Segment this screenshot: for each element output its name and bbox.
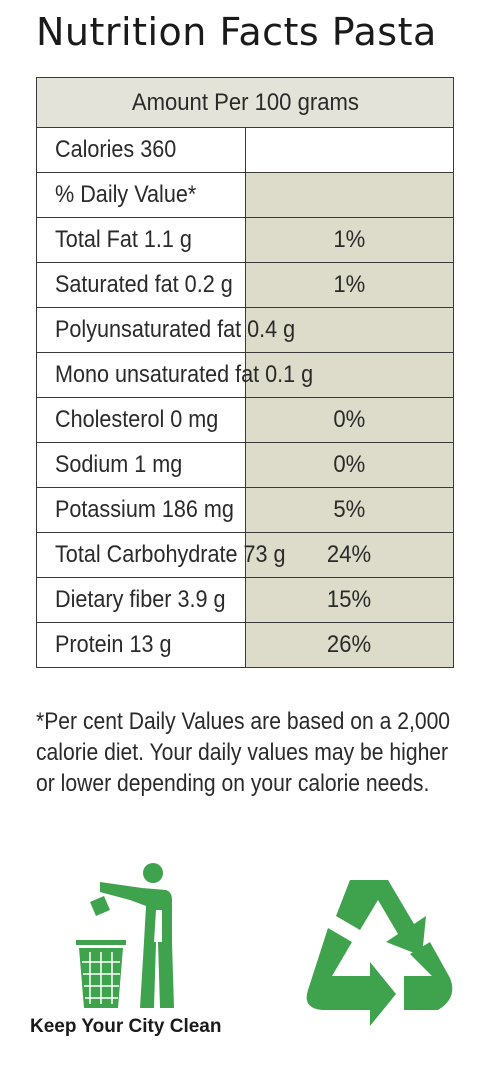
nutrition-facts-table: Amount Per 100 grams Calories 360 % Dail…	[36, 77, 454, 668]
nutrient-label: Total Carbohydrate 73 g	[36, 532, 286, 578]
daily-value-percent-cell	[244, 172, 454, 218]
table-row: Amount Per 100 grams	[36, 77, 454, 128]
nutrient-percent: 1%	[244, 262, 454, 308]
nutrient-percent: 1%	[244, 217, 454, 263]
keep-city-clean-slogan: Keep Your City Clean	[30, 1016, 222, 1037]
nutrient-label: Saturated fat 0.2 g	[36, 262, 246, 308]
table-row: Dietary fiber 3.9 g 15%	[36, 577, 454, 623]
nutrient-percent: 15%	[244, 577, 454, 623]
nutrient-percent: 24%	[244, 532, 454, 578]
nutrient-label: Polyunsaturated fat 0.4 g	[36, 307, 295, 353]
table-row: Polyunsaturated fat 0.4 g	[36, 307, 454, 353]
table-row: Calories 360	[36, 127, 454, 173]
daily-value-heading: % Daily Value*	[36, 172, 246, 218]
table-row: Mono unsaturated fat 0.1 g	[36, 352, 454, 398]
recycle-icon	[306, 880, 453, 1026]
nutrient-label: Mono unsaturated fat 0.1 g	[36, 352, 313, 398]
nutrient-label: Protein 13 g	[36, 622, 246, 668]
nutrient-percent: 0%	[244, 397, 454, 443]
nutrient-percent: 26%	[244, 622, 454, 668]
nutrient-label: Cholesterol 0 mg	[36, 397, 246, 443]
table-row: Protein 13 g 26%	[36, 622, 454, 668]
table-row: Total Carbohydrate 73 g 24%	[36, 532, 454, 578]
nutrient-percent	[244, 307, 454, 353]
nutrient-label: Sodium 1 mg	[36, 442, 246, 488]
calories-cell: Calories 360	[36, 127, 246, 173]
amount-per-header: Amount Per 100 grams	[36, 77, 454, 128]
table-row: Cholesterol 0 mg 0%	[36, 397, 454, 443]
table-row: % Daily Value*	[36, 172, 454, 218]
nutrient-label: Total Fat 1.1 g	[36, 217, 246, 263]
nutrient-percent: 5%	[244, 487, 454, 533]
calories-percent-cell	[244, 127, 454, 173]
nutrient-percent: 0%	[244, 442, 454, 488]
tidyman-litter-icon	[76, 863, 174, 1008]
table-row: Potassium 186 mg 5%	[36, 487, 454, 533]
nutrient-label: Potassium 186 mg	[36, 487, 246, 533]
table-row: Total Fat 1.1 g 1%	[36, 217, 454, 263]
table-row: Sodium 1 mg 0%	[36, 442, 454, 488]
table-row: Saturated fat 0.2 g 1%	[36, 262, 454, 308]
nutrient-label: Dietary fiber 3.9 g	[36, 577, 246, 623]
footnote-text: *Per cent Daily Values are based on a 2,…	[36, 708, 451, 797]
page-title: Nutrition Facts Pasta	[36, 10, 437, 54]
